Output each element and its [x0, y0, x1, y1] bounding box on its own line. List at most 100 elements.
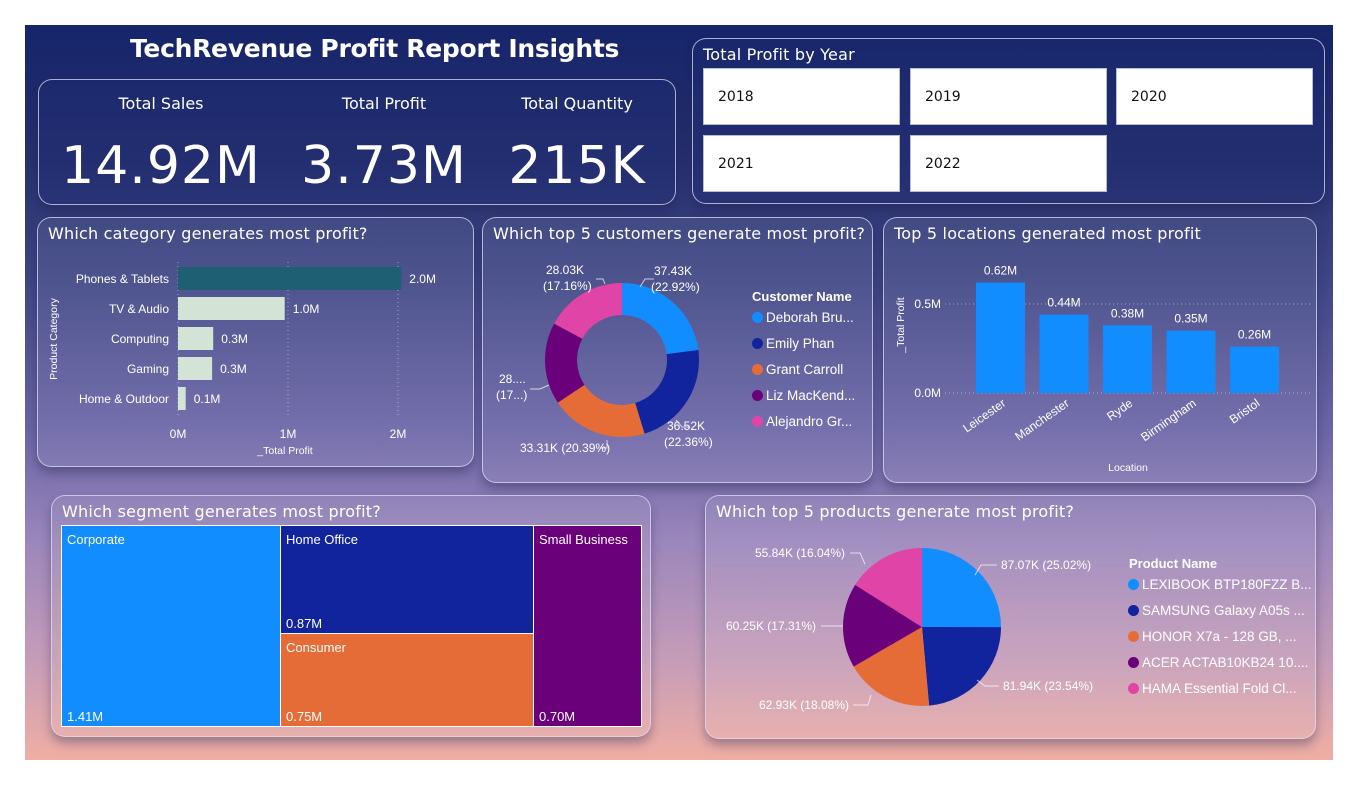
year-tile-2022[interactable]: 2022	[910, 135, 1107, 192]
legend-dot-icon	[752, 312, 763, 323]
location-bar[interactable]	[976, 282, 1025, 393]
category-bar[interactable]	[178, 327, 214, 350]
year-slicer-title: Total Profit by Year	[703, 45, 855, 64]
data-label: 81.94K (23.54%)	[1003, 679, 1093, 693]
data-label: 0.3M	[221, 332, 248, 346]
treemap-label: Consumer	[286, 640, 346, 655]
y-axis-title: Product Category	[48, 297, 60, 379]
year-tile-2018[interactable]: 2018	[703, 68, 900, 125]
category-bar[interactable]	[178, 297, 285, 320]
treemap-cell-consumer[interactable]: Consumer 0.75M	[280, 633, 534, 727]
treemap-label: Home Office	[286, 532, 359, 547]
year-tile-2019[interactable]: 2019	[910, 68, 1107, 125]
data-label: (17...)	[496, 388, 527, 402]
legend-item[interactable]: SAMSUNG Galaxy A05s ...	[1128, 603, 1305, 618]
legend-label: HAMA Essential Fold Cl...	[1142, 681, 1297, 696]
data-label: 62.93K (18.08%)	[759, 698, 849, 712]
data-label: (22.36%)	[664, 435, 713, 449]
treemap-cell-small-business[interactable]: Small Business 0.70M	[533, 525, 642, 727]
category-bar[interactable]	[178, 357, 213, 380]
legend-item[interactable]: HAMA Essential Fold Cl...	[1128, 681, 1297, 696]
category-chart-title: Which category generates most profit?	[48, 224, 368, 243]
pie-slice[interactable]	[853, 627, 930, 706]
products-chart-card: Which top 5 products generate most profi…	[705, 495, 1316, 739]
legend-dot-icon	[752, 338, 763, 349]
x-tick-label: Leicester	[960, 396, 1008, 435]
donut-slice[interactable]	[554, 283, 622, 339]
data-label: 87.07K (25.02%)	[1001, 558, 1091, 572]
donut-slice[interactable]	[545, 323, 585, 403]
legend-label: Deborah Bru...	[766, 310, 854, 325]
pie-slice[interactable]	[922, 548, 1001, 628]
legend-dot-icon	[1128, 631, 1139, 642]
page-title: TechRevenue Profit Report Insights	[130, 34, 620, 63]
data-label: 1.0M	[293, 302, 320, 316]
category-label: Phones & Tablets	[76, 272, 169, 286]
leader-line	[596, 278, 606, 285]
data-label: 37.43K	[654, 264, 692, 278]
kpi-card: Total Sales 14.92M Total Profit 3.73M To…	[38, 79, 676, 205]
legend-item[interactable]: ACER ACTAB10KB24 10....	[1128, 655, 1308, 670]
data-label: 0.62M	[984, 264, 1017, 278]
leader-line	[853, 694, 872, 706]
data-label: 60.25K (17.31%)	[726, 619, 816, 633]
pie-slice[interactable]	[843, 584, 922, 667]
kpi-total-sales-value: 14.92M	[61, 136, 261, 196]
year-slicer-card: Total Profit by Year 2018 2019 2020 2021…	[692, 38, 1325, 204]
y-tick-label: 0.5M	[914, 297, 941, 311]
category-chart-card: Which category generates most profit?	[37, 217, 474, 467]
leader-line	[974, 564, 997, 576]
location-bar[interactable]	[1039, 314, 1089, 393]
category-bar[interactable]	[178, 387, 186, 410]
location-bar[interactable]	[1166, 330, 1216, 393]
x-tick-label: Birmingham	[1138, 396, 1198, 444]
x-tick-label: Ryde	[1104, 396, 1135, 424]
treemap-cell-corporate[interactable]: Corporate 1.41M	[61, 525, 281, 727]
data-label: 28.03K	[546, 263, 584, 277]
location-bar[interactable]	[1103, 325, 1152, 393]
category-label: TV & Audio	[109, 302, 169, 316]
legend-label: Alejandro Gr...	[766, 414, 853, 429]
location-bar[interactable]	[1230, 346, 1279, 393]
donut-slice[interactable]	[557, 384, 645, 437]
data-label: 2.0M	[409, 272, 436, 286]
treemap-value: 0.75M	[286, 709, 323, 724]
pie-slice[interactable]	[922, 627, 1001, 706]
segment-treemap-title: Which segment generates most profit?	[62, 502, 381, 521]
treemap-cell-home-office[interactable]: Home Office 0.87M	[280, 525, 534, 634]
pie-slice[interactable]	[855, 548, 922, 627]
year-tile-2020[interactable]: 2020	[1116, 68, 1313, 125]
data-label: 0.3M	[220, 362, 247, 376]
treemap-value: 1.41M	[67, 709, 104, 724]
category-bar-chart: 0M 1M 2M Phones & Tablets 2.0M TV & Audio 1.0M…	[48, 262, 436, 457]
data-label: 0.26M	[1238, 328, 1271, 342]
x-tick-label: Bristol	[1227, 396, 1262, 427]
year-tile-2021[interactable]: 2021	[703, 135, 900, 192]
legend-dot-icon	[1128, 579, 1139, 590]
donut-slice[interactable]	[635, 349, 699, 434]
data-label: 0.1M	[194, 392, 221, 406]
data-label: (22.92%)	[651, 280, 700, 294]
category-bar[interactable]	[178, 267, 402, 290]
customers-legend-title: Customer Name	[752, 289, 852, 304]
data-label: 0.38M	[1111, 306, 1144, 320]
legend-label: Liz MacKend...	[766, 388, 856, 403]
legend-item[interactable]: Liz MacKend...	[752, 388, 855, 403]
legend-item[interactable]: Alejandro Gr...	[752, 414, 852, 429]
data-label: 36.52K	[667, 419, 705, 433]
donut-slice[interactable]	[622, 283, 699, 355]
legend-label: SAMSUNG Galaxy A05s ...	[1142, 603, 1305, 618]
data-label: 28....	[499, 372, 526, 386]
legend-item[interactable]: Emily Phan	[752, 336, 834, 351]
customers-chart-title: Which top 5 customers generate most prof…	[493, 224, 866, 243]
kpi-total-profit-label: Total Profit	[341, 94, 427, 113]
leader-line	[530, 384, 550, 390]
legend-item[interactable]: HONOR X7a - 128 GB, ...	[1128, 629, 1297, 644]
legend-dot-icon	[1128, 657, 1139, 668]
legend-item[interactable]: Grant Carroll	[752, 362, 843, 377]
products-chart-title: Which top 5 products generate most profi…	[716, 502, 1075, 521]
x-tick-label: 1M	[280, 427, 297, 441]
legend-item[interactable]: LEXIBOOK BTP180FZZ B...	[1128, 577, 1312, 592]
data-label: 55.84K (16.04%)	[755, 546, 845, 560]
legend-item[interactable]: Deborah Bru...	[752, 310, 854, 325]
